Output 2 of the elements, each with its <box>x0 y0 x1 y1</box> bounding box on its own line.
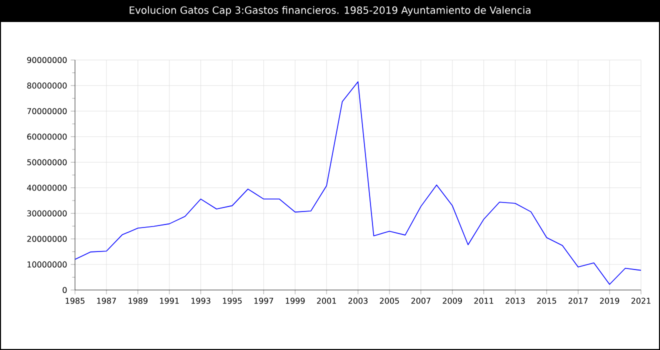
line-series <box>74 81 642 285</box>
chart-title: Evolucion Gatos Cap 3:Gastos financieros. 1985-2019 Ayuntamiento de Valencia <box>130 6 530 16</box>
